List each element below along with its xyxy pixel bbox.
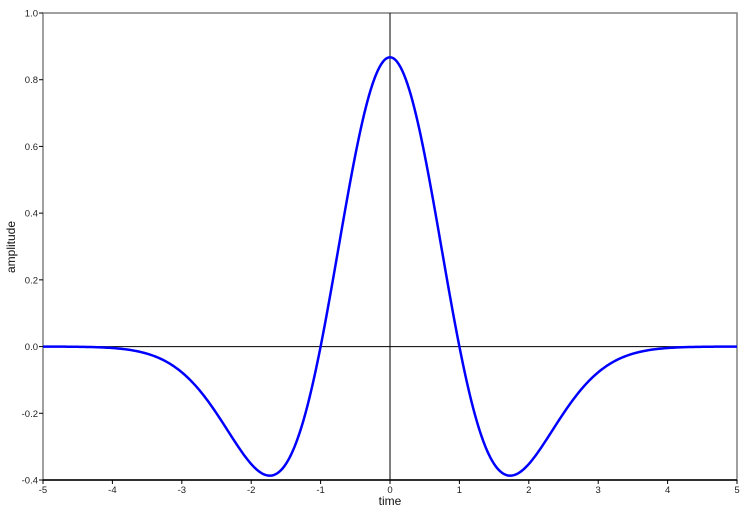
y-tick-label: -0.2 <box>22 409 38 420</box>
y-tick-label: 0.0 <box>25 342 38 353</box>
y-tick-label: -0.4 <box>22 476 38 487</box>
y-tick-label: 0.2 <box>25 275 38 286</box>
y-axis-label: amplitude <box>4 221 18 273</box>
series-line <box>43 55 737 477</box>
x-tick-label: -4 <box>108 485 116 496</box>
x-axis-label: time <box>379 494 402 508</box>
x-tick-label: 3 <box>596 485 601 496</box>
x-tick-label: -5 <box>39 485 47 496</box>
x-tick-label: -1 <box>316 485 324 496</box>
x-tick-label: 4 <box>665 485 670 496</box>
y-tick-label: 1.0 <box>25 9 38 20</box>
x-tick-label: 2 <box>526 485 531 496</box>
x-tick-label: -2 <box>247 485 255 496</box>
y-tick-label: 0.4 <box>25 209 38 220</box>
y-tick-label: 0.6 <box>25 142 38 153</box>
x-tick-label: 1 <box>457 485 462 496</box>
y-tick-label: 0.8 <box>25 75 38 86</box>
x-tick-label: -3 <box>178 485 186 496</box>
x-tick-label: 5 <box>734 485 739 496</box>
x-tick-label: 0 <box>387 485 392 496</box>
